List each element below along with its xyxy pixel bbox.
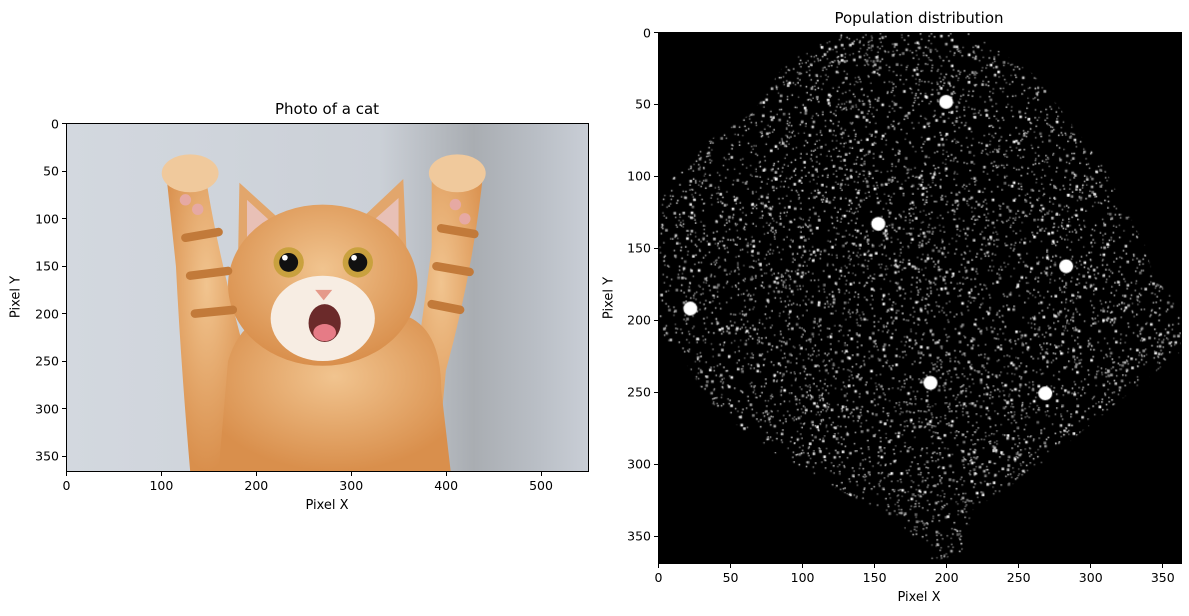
y-tick (62, 170, 66, 172)
y-tick-label: 350 (35, 448, 59, 464)
population-xlabel: Pixel X (897, 590, 941, 605)
x-tick-label: 200 (244, 478, 269, 493)
x-tick-label: 0 (654, 570, 663, 585)
y-tick (62, 360, 66, 362)
x-tick-label: 0 (62, 478, 71, 493)
population-title: Population distribution (834, 9, 1004, 27)
x-tick-label: 400 (434, 478, 459, 493)
x-tick (730, 564, 732, 568)
population-heatmap-image (659, 33, 1181, 563)
y-tick (62, 218, 66, 220)
x-tick (350, 472, 352, 476)
y-tick (654, 175, 658, 177)
y-tick (62, 455, 66, 457)
x-tick (1090, 564, 1092, 568)
y-tick-label: 200 (35, 306, 59, 322)
y-tick (62, 123, 66, 124)
population-axes (658, 32, 1182, 564)
population-ylabel: Pixel Y (601, 276, 617, 320)
x-tick-label: 500 (529, 478, 553, 493)
y-tick-label: 300 (35, 401, 59, 417)
x-tick-label: 100 (149, 478, 174, 493)
cat-photo-title: Photo of a cat (274, 100, 380, 118)
y-tick (654, 391, 658, 393)
y-tick (654, 103, 658, 105)
x-tick-label: 250 (1006, 570, 1031, 585)
x-tick (1162, 564, 1164, 568)
y-tick-label: 200 (627, 312, 651, 328)
y-tick-label: 150 (35, 258, 59, 274)
y-tick-label: 250 (35, 353, 59, 369)
x-tick (160, 472, 162, 476)
x-tick (1018, 564, 1020, 568)
y-tick (654, 32, 658, 33)
y-tick-label: 300 (627, 456, 651, 472)
y-tick (654, 463, 658, 465)
y-tick-label: 100 (35, 211, 59, 227)
y-tick-label: 150 (627, 240, 651, 256)
x-tick (874, 564, 876, 568)
cat-photo-image (67, 124, 588, 471)
x-tick (946, 564, 948, 568)
x-tick-label: 50 (722, 570, 739, 585)
y-tick (62, 408, 66, 410)
x-tick (66, 472, 67, 476)
x-tick (255, 472, 257, 476)
cat-photo-ylabel: Pixel Y (8, 275, 24, 319)
x-tick-label: 150 (862, 570, 887, 585)
y-tick (62, 265, 66, 267)
cat-photo-axes (66, 123, 589, 472)
y-tick (654, 319, 658, 321)
x-tick (658, 564, 659, 568)
y-tick (654, 535, 658, 537)
x-tick-label: 300 (1078, 570, 1103, 585)
x-tick (802, 564, 804, 568)
y-tick-label: 250 (627, 384, 651, 400)
x-tick-label: 200 (934, 570, 959, 585)
x-tick (540, 472, 542, 476)
x-tick-label: 300 (339, 478, 364, 493)
y-tick (62, 313, 66, 315)
y-tick-label: 50 (43, 163, 59, 179)
y-tick-label: 0 (51, 116, 59, 131)
y-tick-label: 350 (627, 528, 651, 544)
y-tick-label: 50 (635, 96, 651, 112)
x-tick-label: 350 (1150, 570, 1175, 585)
x-tick (445, 472, 447, 476)
x-tick-label: 100 (790, 570, 815, 585)
cat-photo-xlabel: Pixel X (305, 498, 349, 513)
y-tick-label: 0 (643, 25, 651, 40)
y-tick (654, 247, 658, 249)
y-tick-label: 100 (627, 168, 651, 184)
